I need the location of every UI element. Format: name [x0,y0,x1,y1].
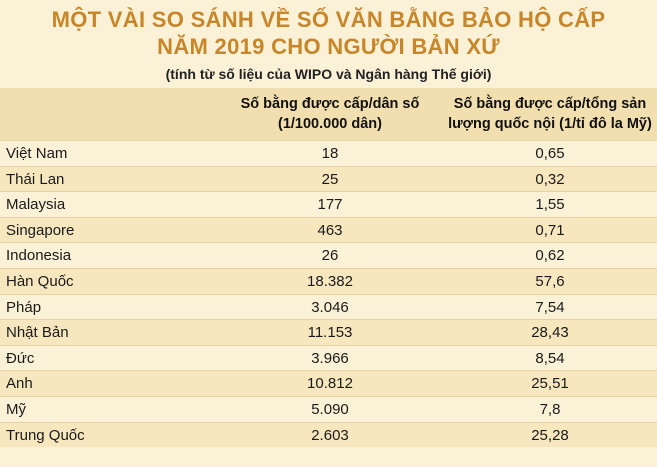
value-per-gdp: 0,32 [535,170,565,188]
table-row: Anh 10.812 25,51 [0,370,657,396]
country-name: Đức [6,349,35,367]
value-per-population: 11.153 [307,324,353,342]
column-header-per-gdp-line-1: Số bằng được cấp/tổng sản [453,96,647,112]
column-header-per-gdp: Số bằng được cấp/tổng sản lượng quốc nội… [430,94,657,134]
value-per-population: 26 [321,247,339,265]
value-per-gdp: 1,55 [535,196,565,214]
value-per-gdp: 0,65 [535,145,565,162]
value-per-gdp: 7,54 [535,298,565,316]
table-header: Số bằng được cấp/dân số (1/100.000 dân) … [0,88,657,140]
value-per-gdp: 25,51 [531,375,569,393]
country-name: Việt Nam [6,145,68,162]
country-name: Mỹ [6,400,26,418]
table-body: Việt Nam 18 0,65 Thái Lan 25 0,32 Malaysia 177 1… [0,140,657,448]
table-row: Thái Lan 25 0,32 [0,165,657,192]
table-row: Việt Nam 18 0,65 [0,140,657,166]
value-per-population: 463 [317,221,343,239]
value-per-gdp: 7,8 [539,400,561,418]
table-row: Singapore 463 0,71 [0,216,657,243]
column-header-per-gdp-line-2: lượng quốc nội (1/tỉ đô la Mỹ) [448,116,652,132]
country-name: Anh [6,375,33,393]
value-per-population: 10.812 [307,375,353,393]
value-per-gdp: 28,43 [531,324,569,342]
country-name: Malaysia [6,196,66,214]
table-row: Mỹ 5.090 7,8 [0,395,657,422]
country-name: Nhật Bản [6,324,69,342]
value-per-population: 3.966 [311,349,349,367]
country-name: Singapore [6,221,75,239]
table-row: Đức 3.966 8,54 [0,344,657,371]
country-name: Hàn Quốc [6,272,74,290]
value-per-gdp: 25,28 [531,426,569,444]
country-name: Indonesia [6,247,72,265]
value-per-gdp: 0,62 [535,247,565,265]
value-per-gdp: 8,54 [535,349,565,367]
country-name: Pháp [6,298,42,316]
value-per-population: 3.046 [311,298,349,316]
value-per-population: 18.382 [307,272,353,290]
table-row: Trung Quốc 2.603 25,28 [0,421,657,448]
country-name: Thái Lan [6,170,65,188]
table-row: Hàn Quốc 18.382 57,6 [0,267,657,294]
value-per-population: 177 [317,196,343,214]
value-per-gdp: 0,71 [535,221,565,239]
column-header-per-population-line-2: (1/100.000 dân) [278,116,382,132]
table-row: Malaysia 177 1,55 [0,191,657,217]
value-per-population: 2.603 [311,426,349,444]
column-header-per-population-line-1: Số bằng được cấp/dân số [240,96,420,112]
table-row: Indonesia 26 0,62 [0,242,657,268]
table-row: Pháp 3.046 7,54 [0,293,657,320]
value-per-population: 5.090 [311,400,349,418]
country-name: Trung Quốc [6,426,85,444]
column-header-per-population: Số bằng được cấp/dân số (1/100.000 dân) [225,94,435,134]
title-line-2: NĂM 2019 CHO NGƯỜI BẢN XỨ [157,34,500,59]
chart-subtitle: (tính từ số liệu của WIPO và Ngân hàng T… [165,66,492,82]
value-per-gdp: 57,6 [535,272,565,290]
title-line-1: MỘT VÀI SO SÁNH VỀ SỐ VĂN BẰNG BẢO HỘ CẤ… [51,7,606,32]
value-per-population: 18 [321,145,339,162]
value-per-population: 25 [321,170,339,188]
chart-title: MỘT VÀI SO SÁNH VỀ SỐ VĂN BẰNG BẢO HỘ CẤ… [0,6,657,60]
table-row: Nhật Bản 11.153 28,43 [0,319,657,345]
